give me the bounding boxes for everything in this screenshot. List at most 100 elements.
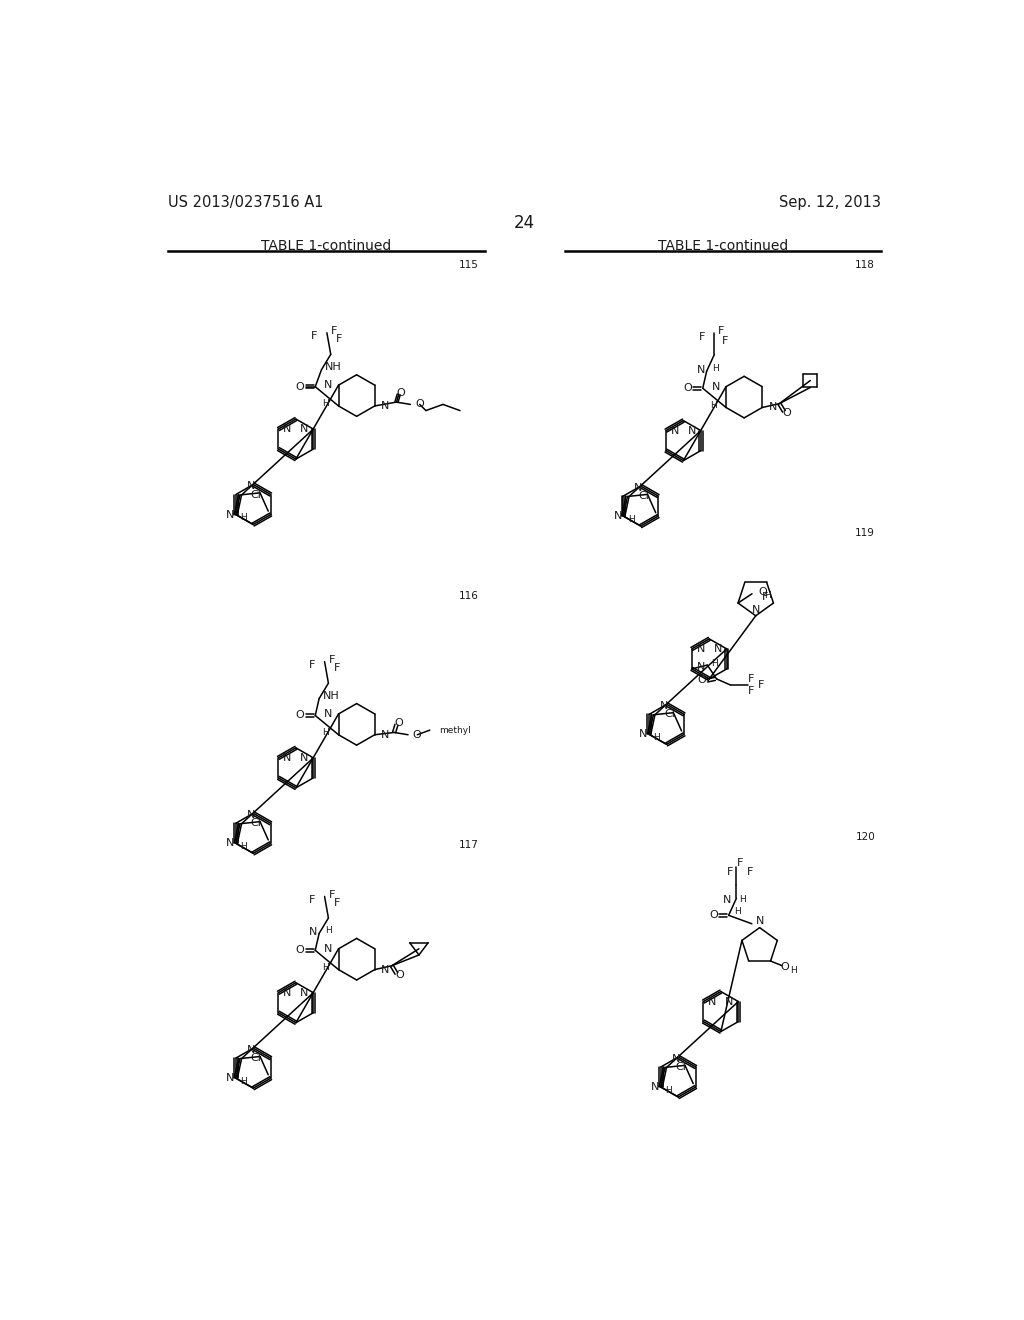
Text: O: O [709,911,718,920]
Text: H: H [241,842,247,851]
Text: N: N [714,644,722,653]
Text: F: F [737,858,743,869]
Text: O: O [413,730,422,739]
Text: H: H [323,399,329,408]
Text: O: O [296,710,304,721]
Text: N: N [712,381,720,392]
Text: Sep. 12, 2013: Sep. 12, 2013 [779,195,882,210]
Text: N: N [226,510,234,520]
Text: F: F [722,335,728,346]
Text: N: N [696,644,705,653]
Text: 24: 24 [514,214,536,232]
Text: H: H [325,925,332,935]
Text: N: N [756,916,764,927]
Text: O: O [697,676,706,685]
Text: NH: NH [323,692,340,701]
Text: Cl: Cl [251,1053,261,1063]
Text: N: N [725,997,733,1007]
Text: methyl: methyl [439,726,471,735]
Text: N: N [226,838,234,849]
Text: O: O [396,388,406,397]
Text: F: F [749,686,755,696]
Text: F: F [762,591,768,602]
Text: F: F [759,680,765,690]
Text: N: N [381,401,389,411]
Text: N: N [639,730,647,739]
Text: N: N [651,1082,659,1092]
Text: F: F [336,334,343,345]
Text: Cl: Cl [638,491,649,502]
Text: 115: 115 [459,260,478,271]
Text: TABLE 1-continued: TABLE 1-continued [261,239,391,253]
Text: 120: 120 [855,832,876,842]
Text: 117: 117 [459,840,478,850]
Text: N: N [283,987,292,998]
Text: F: F [698,331,706,342]
Text: N: N [324,944,333,954]
Text: US 2013/0237516 A1: US 2013/0237516 A1 [168,195,324,210]
Text: H: H [323,962,329,972]
Text: N: N [300,752,308,763]
Text: Cl: Cl [251,490,261,499]
Text: 119: 119 [855,528,876,539]
Text: Cl: Cl [664,709,675,719]
Text: TABLE 1-continued: TABLE 1-continued [658,239,788,253]
Text: H: H [739,895,745,904]
Text: H: H [241,513,247,523]
Text: O: O [395,970,403,979]
Text: H: H [764,591,771,599]
Text: Cl: Cl [676,1063,686,1072]
Text: H: H [712,659,718,668]
Text: H: H [713,364,719,372]
Text: N: N [708,997,717,1007]
Text: F: F [309,895,315,904]
Text: O: O [394,718,403,729]
Text: N: N [324,709,333,719]
Text: F: F [309,660,315,669]
Text: O: O [758,587,767,597]
Text: H: H [241,1077,247,1086]
Text: N: N [697,661,706,672]
Text: H: H [734,907,741,916]
Text: F: F [329,655,335,665]
Text: O: O [415,400,424,409]
Text: N: N [324,380,333,391]
Text: N: N [696,364,706,375]
Text: N: N [300,424,308,434]
Text: N: N [247,810,255,820]
Text: N: N [226,1073,234,1084]
Text: N: N [247,480,255,491]
Text: F: F [334,898,340,908]
Text: F: F [331,326,337,337]
Text: Cl: Cl [251,818,261,828]
Text: H: H [791,966,797,974]
Text: O: O [296,945,304,956]
Text: F: F [329,890,335,900]
Text: N: N [752,605,760,615]
Text: N: N [768,403,777,412]
Text: H: H [710,401,717,409]
Text: H: H [666,1085,672,1094]
Text: F: F [311,331,317,341]
Text: N: N [723,895,732,906]
Text: O: O [780,962,788,973]
Text: N: N [613,511,622,521]
Text: F: F [749,675,755,684]
Text: 116: 116 [459,591,478,601]
Text: F: F [727,867,733,878]
Text: O: O [296,381,304,392]
Text: F: F [334,663,340,673]
Text: N: N [672,1053,680,1064]
Text: N: N [300,987,308,998]
Text: N: N [688,425,696,436]
Text: F: F [748,867,754,878]
Text: O: O [782,408,792,418]
Text: N: N [671,425,679,436]
Text: N: N [283,752,292,763]
Text: NH: NH [326,363,342,372]
Text: N: N [381,965,389,974]
Text: O: O [683,383,692,393]
Text: H: H [323,727,329,737]
Text: F: F [718,326,725,337]
Text: N: N [283,424,292,434]
